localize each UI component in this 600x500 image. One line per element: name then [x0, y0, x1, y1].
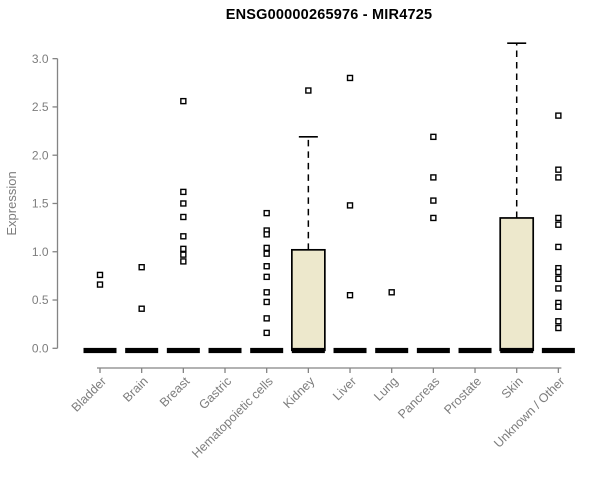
median-zero-bar-skin [500, 347, 534, 354]
outlier-point-hematopoietic-cells [263, 250, 270, 257]
outlier-point-unknown-other [555, 166, 562, 173]
y-tick-label: 2.5 [32, 100, 49, 114]
outlier-point-hematopoietic-cells [263, 289, 270, 296]
y-tick-label: 0.5 [32, 293, 49, 307]
outlier-point-hematopoietic-cells [263, 231, 270, 238]
outlier-point-liver [346, 74, 354, 82]
x-tick-label-prostate: Prostate [441, 374, 484, 417]
outlier-point-brain [138, 263, 145, 271]
outlier-point-brain [138, 305, 145, 312]
x-tick-label-breast: Breast [157, 374, 193, 410]
x-tick-label-unknown-other: Unknown / Other [491, 374, 567, 450]
outlier-point-unknown-other [555, 174, 562, 181]
x-tick-label-brain: Brain [120, 374, 151, 405]
outlier-point-kidney [305, 87, 312, 94]
outlier-point-breast [180, 233, 187, 240]
y-tick-label: 1.5 [32, 197, 49, 211]
median-zero-bar-pancreas [416, 347, 450, 354]
outlier-point-bladder [96, 271, 104, 279]
outlier-point-unknown-other [555, 285, 562, 292]
outlier-point-breast [180, 258, 187, 265]
outlier-point-pancreas [430, 174, 437, 181]
outlier-point-unknown-other [555, 324, 562, 332]
outlier-point-unknown-other [555, 112, 562, 119]
outlier-point-hematopoietic-cells [263, 263, 270, 270]
outlier-point-unknown-other [555, 214, 562, 222]
median-zero-bar-bladder [83, 347, 117, 354]
median-zero-bar-brain [125, 347, 159, 354]
outlier-point-lung [388, 289, 395, 296]
median-zero-bar-kidney [291, 347, 325, 354]
x-tick-label-kidney: Kidney [281, 374, 318, 411]
median-zero-bar-hematopoietic-cells [250, 347, 284, 354]
y-tick-label: 3.0 [32, 52, 49, 66]
y-tick-label: 1.0 [32, 245, 49, 259]
outlier-point-breast [180, 97, 187, 105]
outlier-point-hematopoietic-cells [263, 209, 270, 217]
median-zero-bar-unknown-other [541, 347, 575, 354]
outlier-point-breast [180, 200, 187, 207]
outlier-point-breast [180, 188, 187, 196]
outlier-point-hematopoietic-cells [263, 273, 270, 281]
y-tick-label: 2.0 [32, 148, 49, 162]
box-kidney [291, 248, 326, 352]
x-tick-label-pancreas: Pancreas [395, 374, 442, 421]
outlier-point-hematopoietic-cells [263, 298, 270, 306]
x-tick-label-gastric: Gastric [196, 374, 234, 412]
x-tick-label-lung: Lung [371, 374, 401, 404]
outlier-point-hematopoietic-cells [263, 329, 270, 337]
x-tick-label-bladder: Bladder [69, 374, 109, 414]
outlier-point-pancreas [430, 133, 437, 141]
outlier-point-unknown-other [555, 221, 562, 228]
y-tick-label: 0.0 [32, 342, 49, 356]
x-tick-label-hematopoietic-cells: Hematopoietic cells [189, 374, 276, 461]
outlier-point-hematopoietic-cells [263, 244, 270, 252]
outlier-point-breast [180, 213, 187, 221]
median-zero-bar-prostate [458, 347, 492, 354]
median-zero-bar-liver [333, 347, 367, 354]
outlier-point-unknown-other [555, 318, 562, 325]
outlier-point-pancreas [430, 214, 437, 222]
outlier-point-bladder [96, 281, 104, 288]
outlier-point-unknown-other [555, 243, 562, 251]
y-axis-title: Expression [4, 171, 19, 235]
outlier-point-liver [346, 291, 354, 299]
outlier-point-breast [180, 245, 187, 253]
outlier-point-liver [346, 202, 354, 209]
chart-title: ENSG00000265976 - MIR4725 [225, 7, 433, 23]
x-tick-label-liver: Liver [330, 374, 359, 403]
outlier-point-unknown-other [555, 303, 562, 310]
median-zero-bar-breast [166, 347, 200, 354]
outlier-point-unknown-other [555, 275, 562, 282]
outlier-point-unknown-other [555, 268, 562, 276]
outlier-point-breast [180, 251, 187, 258]
outlier-point-pancreas [430, 197, 437, 204]
median-zero-bar-lung [375, 347, 409, 354]
x-tick-label-skin: Skin [499, 374, 526, 401]
outlier-point-hematopoietic-cells [263, 315, 270, 322]
box-skin [499, 217, 535, 352]
median-zero-bar-gastric [208, 347, 242, 354]
